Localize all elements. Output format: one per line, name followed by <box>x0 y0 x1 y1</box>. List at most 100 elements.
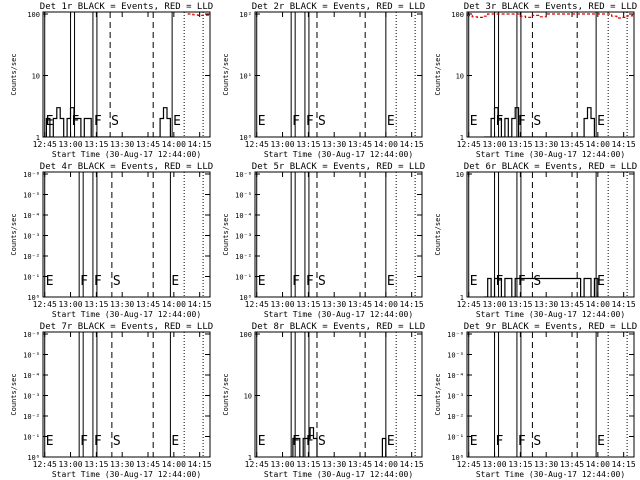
x-tick-label: 12:45 <box>457 140 481 149</box>
y-tick-label: 10⁻¹ <box>23 434 40 442</box>
detector-panel: Det 8r BLACK = Events, RED = LLD Counts/s… <box>222 322 425 479</box>
marker-label: S <box>113 434 121 449</box>
panel-title: Det 2r BLACK = Events, RED = LLD <box>252 2 425 12</box>
x-axis-label: Start Time (30-Aug-17 12:44:00) <box>52 310 201 319</box>
y-tick-label: 100 <box>451 11 464 19</box>
x-tick-label: 14:15 <box>188 300 212 309</box>
x-tick-label: 13:45 <box>348 460 372 469</box>
marker-label: F <box>518 274 526 289</box>
x-tick-label: 12:45 <box>457 300 481 309</box>
y-tick-label: 10⁻⁶ <box>447 331 464 339</box>
x-tick-label: 14:15 <box>188 460 212 469</box>
marker-label: S <box>113 274 121 289</box>
marker-label: F <box>306 434 314 449</box>
marker-label: F <box>94 274 102 289</box>
x-axis-label: Start Time (30-Aug-17 12:44:00) <box>264 310 413 319</box>
x-tick-label: 13:00 <box>58 460 82 469</box>
panel-title: Det 3r BLACK = Events, RED = LLD <box>464 2 637 12</box>
y-tick-label: 10⁻⁴ <box>447 372 464 380</box>
marker-label: F <box>292 114 300 129</box>
plot-frame <box>466 331 635 458</box>
y-tick-label: 10 <box>456 171 464 179</box>
marker-label: S <box>318 434 326 449</box>
x-tick-label: 14:15 <box>400 300 424 309</box>
x-tick-label: 14:00 <box>374 140 398 149</box>
x-tick-label: 13:30 <box>110 460 134 469</box>
marker-label: E <box>258 274 266 289</box>
x-tick-label: 12:45 <box>245 300 269 309</box>
x-tick-label: 13:30 <box>110 140 134 149</box>
detector-panel: Det 9r BLACK = Events, RED = LLD Counts/s… <box>434 322 637 479</box>
marker-label: E <box>171 274 179 289</box>
marker-label: F <box>496 274 504 289</box>
data-series <box>484 107 598 137</box>
marker-label: E <box>387 434 395 449</box>
marker-label: F <box>306 114 314 129</box>
x-tick-label: 13:15 <box>84 140 108 149</box>
data-series <box>484 277 599 297</box>
x-tick-label: 13:00 <box>270 460 294 469</box>
detector-panel: Det 6r BLACK = Events, RED = LLD Counts/s… <box>434 162 637 319</box>
x-tick-label: 13:30 <box>322 460 346 469</box>
marker-label: F <box>80 434 88 449</box>
x-tick-label: 14:15 <box>612 140 636 149</box>
y-axis-label: Counts/sec <box>222 213 230 255</box>
marker-label: E <box>387 114 395 129</box>
y-tick-label: 10⁻⁴ <box>23 372 40 380</box>
y-tick-label: 10⁻⁴ <box>23 212 40 220</box>
y-tick-label: 10⁻² <box>447 413 464 421</box>
x-tick-label: 14:00 <box>374 460 398 469</box>
x-tick-label: 13:30 <box>534 140 558 149</box>
x-axis-label: Start Time (30-Aug-17 12:44:00) <box>264 150 413 159</box>
x-axis-label: Start Time (30-Aug-17 12:44:00) <box>476 310 625 319</box>
y-tick-label: 10⁻⁶ <box>23 171 40 179</box>
panel-title: Det 5r BLACK = Events, RED = LLD <box>252 162 425 172</box>
y-tick-label: 10 <box>244 393 252 401</box>
x-tick-label: 13:45 <box>348 140 372 149</box>
x-tick-label: 13:45 <box>136 460 160 469</box>
detector-panel: Det 7r BLACK = Events, RED = LLD Counts/s… <box>10 322 213 479</box>
x-tick-label: 13:45 <box>560 460 584 469</box>
y-tick-label: 10⁻⁵ <box>235 192 252 200</box>
y-axis-label: Counts/sec <box>10 373 18 415</box>
marker-label: F <box>496 114 504 129</box>
x-tick-label: 14:15 <box>612 300 636 309</box>
marker-label: S <box>533 114 541 129</box>
x-tick-label: 13:15 <box>84 300 108 309</box>
y-tick-label: 10⁻³ <box>235 233 252 241</box>
data-series <box>289 427 387 457</box>
marker-label: F <box>306 274 314 289</box>
detector-panel: Det 1r BLACK = Events, RED = LLD Counts/s… <box>10 2 213 159</box>
marker-label: E <box>387 274 395 289</box>
marker-label: E <box>173 114 181 129</box>
y-tick-label: 10⁰ <box>239 134 252 142</box>
x-tick-label: 14:15 <box>400 140 424 149</box>
y-tick-label: 10⁻⁵ <box>23 192 40 200</box>
marker-label: E <box>597 114 605 129</box>
x-tick-label: 13:30 <box>534 300 558 309</box>
marker-label: E <box>470 274 478 289</box>
marker-label: E <box>258 434 266 449</box>
x-axis-label: Start Time (30-Aug-17 12:44:00) <box>264 470 413 479</box>
y-tick-label: 1 <box>248 454 252 462</box>
y-tick-label: 10⁻⁶ <box>235 171 252 179</box>
panel-title: Det 1r BLACK = Events, RED = LLD <box>40 2 213 12</box>
x-tick-label: 13:30 <box>322 140 346 149</box>
detector-panel: Det 4r BLACK = Events, RED = LLD Counts/s… <box>10 162 213 319</box>
x-tick-label: 13:15 <box>296 300 320 309</box>
y-axis-label: Counts/sec <box>10 213 18 255</box>
x-tick-label: 14:00 <box>162 460 186 469</box>
y-tick-label: 10⁻² <box>23 253 40 261</box>
marker-label: E <box>470 114 478 129</box>
x-tick-label: 13:15 <box>508 140 532 149</box>
marker-label: F <box>94 114 102 129</box>
detector-panel: Det 2r BLACK = Events, RED = LLD Counts/s… <box>222 2 425 159</box>
y-tick-label: 10 <box>32 73 40 81</box>
y-tick-label: 10⁻⁶ <box>23 331 40 339</box>
y-axis-label: Counts/sec <box>10 53 18 95</box>
marker-label: S <box>318 274 326 289</box>
marker-label: F <box>80 274 88 289</box>
x-tick-label: 14:15 <box>188 140 212 149</box>
x-tick-label: 13:45 <box>560 300 584 309</box>
y-tick-label: 10⁻⁵ <box>23 352 40 360</box>
